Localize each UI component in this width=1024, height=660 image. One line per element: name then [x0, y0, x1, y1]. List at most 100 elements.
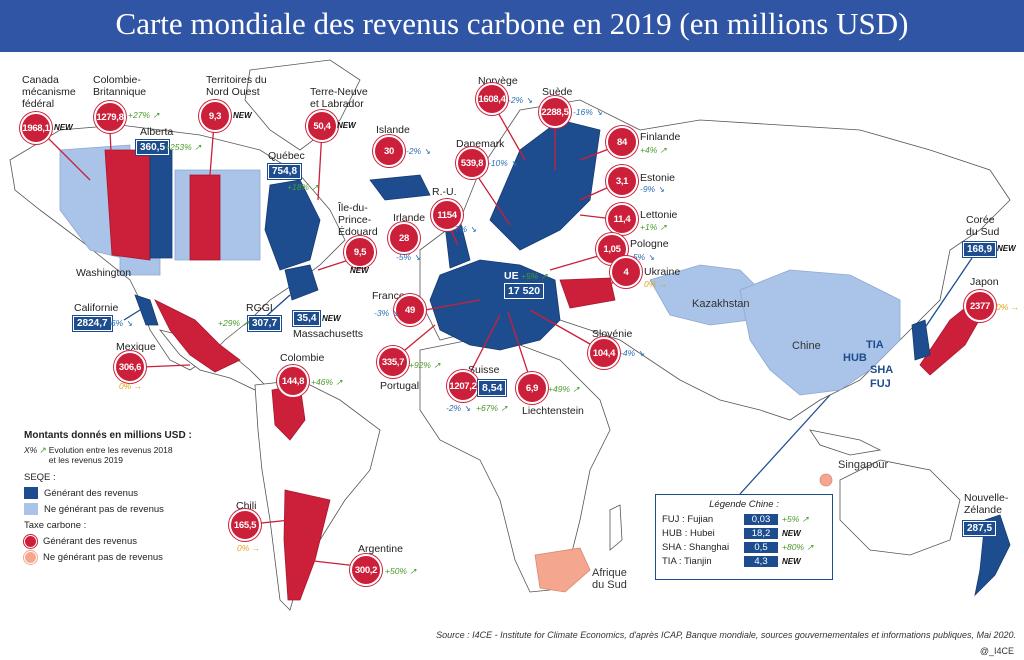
label-estonie: Estonie	[640, 172, 676, 184]
label-islande: Islande	[376, 124, 410, 136]
leader-china	[739, 394, 831, 495]
new-tnl: NEW	[337, 121, 356, 130]
change-ru: -7% ↘	[452, 224, 477, 234]
change-irlande: -5% ↘	[396, 252, 421, 262]
legend: Montants donnés en millions USD : X% ↗ E…	[24, 430, 254, 565]
arrow-up-icon: ↗	[308, 182, 319, 192]
value-suede: 2288,5	[539, 96, 571, 128]
map-label-sha: SHA	[870, 364, 894, 376]
label-ru: R.-U.	[432, 186, 457, 198]
label-mexique: Mexique	[116, 341, 156, 353]
leader-coree	[919, 257, 973, 336]
change-finlande: +4% ↗	[640, 145, 667, 155]
new-coree: NEW	[997, 244, 1016, 253]
arrow-up-icon: ↗	[497, 403, 508, 413]
arrow-right-icon: →	[249, 543, 261, 553]
china-shape	[739, 269, 901, 396]
arrow-up-icon: ↗	[569, 384, 580, 394]
change-argentine: +50% ↗	[385, 566, 417, 576]
value-ipe: 9,5	[344, 236, 376, 268]
credit: @_I4CE	[979, 646, 1014, 656]
value-finlande: 84	[606, 126, 638, 158]
label-irlande: Irlande	[393, 212, 426, 224]
value-estonie: 3,1	[606, 165, 638, 197]
value-argentine: 300,2	[350, 554, 382, 586]
china-legend-title: Légende Chine :	[709, 499, 779, 510]
value-nz: 287,5	[963, 521, 997, 536]
indonesia-shape	[809, 429, 882, 456]
value-alberta: 360,5	[136, 140, 170, 155]
arrow-up-icon: ↗	[239, 318, 250, 328]
arrow-up-icon: ↗	[191, 142, 202, 152]
value-slovenie: 104,4	[588, 337, 620, 369]
arrow-up-icon: ↗	[799, 513, 809, 524]
arrow-down-icon: ↘	[523, 95, 533, 105]
value-japon: 2377	[964, 290, 996, 322]
value-danemark: 539,8	[456, 147, 488, 179]
arrow-up-icon: ↗	[149, 110, 160, 120]
leader-bc	[109, 129, 113, 176]
change-slovenie: -4% ↘	[620, 348, 645, 358]
arrow-up-icon: ↗	[332, 377, 343, 387]
value-lettonie: 11,4	[606, 203, 638, 235]
change-lettonie: +1% ↗	[640, 222, 667, 232]
value-irlande: 28	[388, 222, 420, 254]
arrow-down-icon: ↘	[461, 403, 471, 413]
new-ipe: NEW	[350, 266, 369, 275]
arrow-down-icon: ↘	[467, 224, 477, 234]
change-rggi: +29% ↗	[218, 318, 250, 328]
value-islande: 30	[373, 135, 405, 167]
label-nz: Nouvelle- Zélande	[964, 492, 1009, 516]
value-rggi: 307,7	[248, 316, 282, 331]
scandinavia-shape	[489, 119, 601, 251]
mexico-shape	[154, 299, 241, 373]
arrow-down-icon: ↘	[389, 308, 399, 318]
label-liechtenstein: Liechtenstein	[522, 405, 584, 417]
change-norvege: -2% ↘	[508, 95, 533, 105]
quebec-shape	[264, 179, 321, 271]
value-suisse-ets: 8,54	[478, 380, 507, 396]
value-norvege: 1608,4	[476, 83, 508, 115]
label-suede: Suède	[542, 86, 573, 98]
legend-change-symbol: X%	[24, 445, 38, 455]
china-row-hub: HUB : Hubei 18,2 NEW	[662, 527, 801, 539]
label-ukraine: Ukraine	[644, 266, 681, 278]
label-colombie: Colombie	[280, 352, 325, 364]
arrow-down-icon: ↘	[635, 348, 645, 358]
map-label-chine: Chine	[792, 340, 821, 352]
rggi-shape	[284, 264, 319, 301]
new-tno: NEW	[233, 111, 252, 120]
value-tno: 9,3	[199, 100, 231, 132]
arrow-up-icon: ↗	[657, 145, 667, 155]
change-suisse-tax: -2% ↘	[446, 403, 471, 413]
label-portugal: Portugal	[380, 380, 420, 392]
label-suisse: Suisse	[468, 364, 500, 376]
value-canada: 1968,1	[20, 112, 52, 144]
arrow-down-icon: ↘	[421, 146, 431, 156]
label-quebec: Québec	[268, 150, 305, 162]
change-bc: +27% ↗	[128, 110, 160, 120]
iceland-shape	[369, 174, 431, 201]
map-label-kazakhstan: Kazakhstan	[692, 298, 750, 310]
change-ukraine: 0% →	[644, 279, 668, 289]
bc-shape	[104, 149, 151, 261]
legend-dot-tax	[24, 534, 37, 548]
europe-shape	[429, 259, 561, 351]
change-suisse-ets: +67% ↗	[476, 403, 508, 413]
value-mexique: 306,6	[114, 351, 146, 383]
label-rggi: RGGI	[246, 302, 273, 314]
change-danemark: -10% ↘	[488, 158, 518, 168]
map-label-afrique-sud: Afrique du Sud	[592, 567, 627, 591]
china-legend: Légende Chine : FUJ : Fujian 0,03 +5% ↗ …	[655, 494, 833, 580]
map-label-fuj: FUJ	[870, 378, 891, 390]
legend-title: Montants donnés en millions USD :	[24, 430, 192, 441]
south-africa-shape	[534, 547, 591, 593]
change-ue: +5% ↗	[521, 271, 548, 281]
value-ukraine: 4	[610, 256, 642, 288]
label-tnl: Terre-Neuve et Labrador	[310, 86, 368, 110]
value-coree: 168,9	[963, 242, 997, 257]
change-estonie: -9% ↘	[640, 184, 665, 194]
legend-arrow-icon: ↗	[39, 445, 47, 455]
arrow-down-icon: ↘	[592, 107, 603, 117]
world-map	[9, 59, 1011, 611]
